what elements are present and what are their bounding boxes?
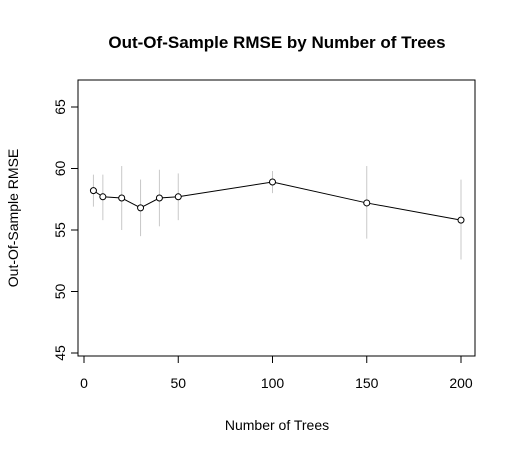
x-axis-label: Number of Trees [225,417,329,433]
x-tick-label: 150 [355,375,379,391]
data-point [89,187,97,195]
y-tick-label: 65 [52,99,68,115]
error-bars [92,166,462,260]
y-tick-label: 55 [52,222,68,238]
chart-title: Out-Of-Sample RMSE by Number of Trees [108,33,445,52]
data-point [137,204,145,212]
data-point [99,193,107,201]
x-tick-label: 200 [449,375,473,391]
series-line [93,181,462,221]
data-point [155,194,163,202]
y-tick-label: 50 [52,284,68,300]
data-point [363,199,371,207]
data-points [89,178,465,224]
data-point [118,194,126,202]
data-point [457,216,465,224]
data-point [174,193,182,201]
y-axis-label: Out-Of-Sample RMSE [5,149,21,287]
x-tick-label: 50 [170,375,186,391]
x-tick-label: 100 [261,375,285,391]
y-tick-label: 60 [52,161,68,177]
y-axis: 45 50 55 60 65 [52,99,79,361]
data-point [269,178,276,186]
x-tick-label: 0 [80,375,88,391]
x-axis: 0 50 100 150 200 [80,355,473,391]
series-line-group [93,181,462,221]
plot-frame [77,79,476,357]
y-tick-label: 45 [52,345,68,361]
